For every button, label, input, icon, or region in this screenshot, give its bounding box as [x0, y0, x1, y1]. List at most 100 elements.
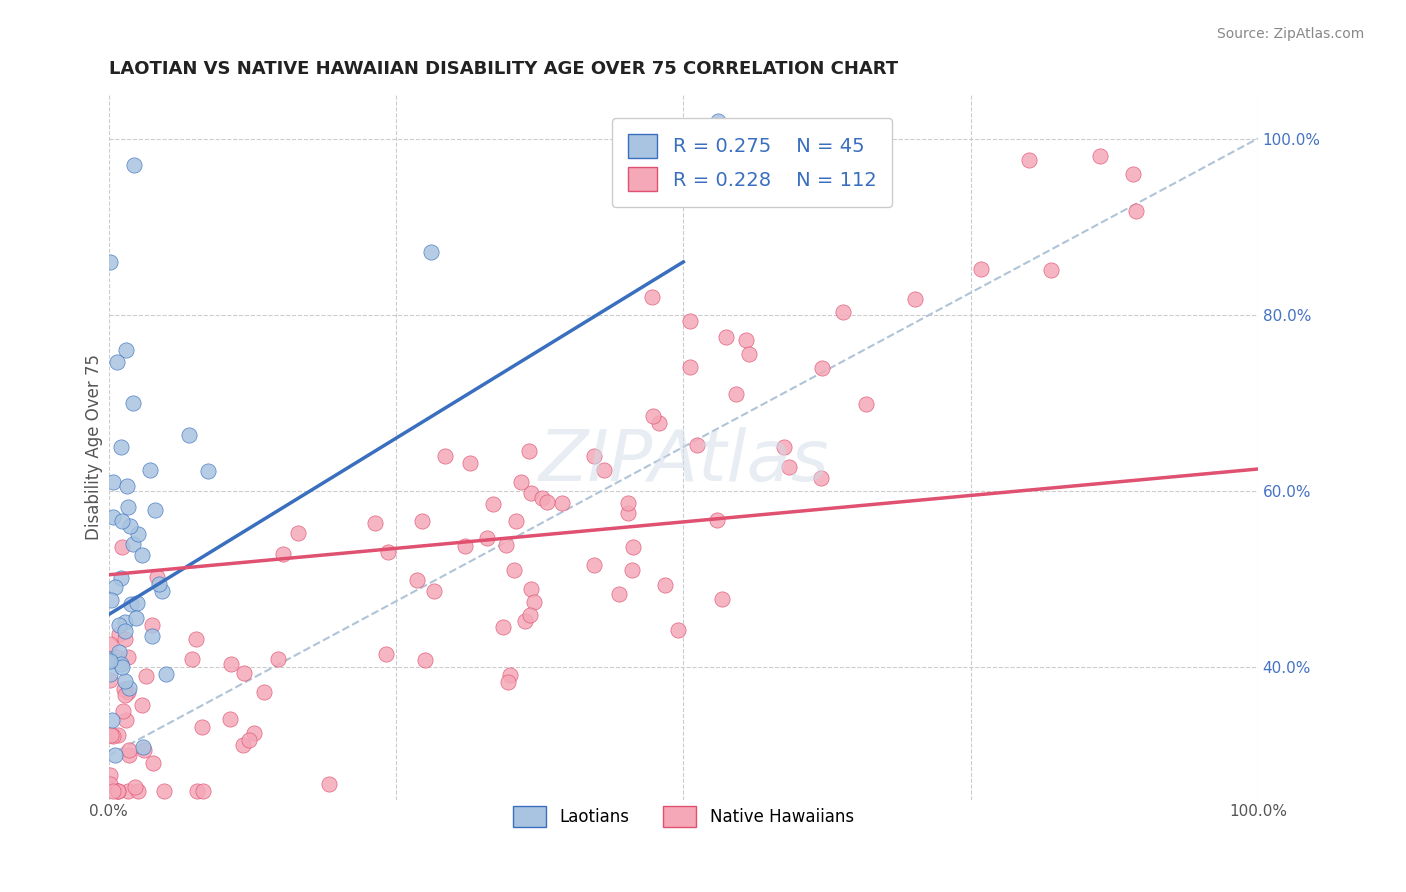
Native Hawaiians	[219, 657, 242, 672]
Native Hawaiians	[190, 720, 212, 734]
Native Hawaiians	[454, 539, 477, 553]
Native Hawaiians	[100, 728, 122, 742]
Native Hawaiians	[593, 463, 616, 477]
Laotians	[124, 158, 146, 172]
Native Hawaiians	[495, 538, 517, 552]
Native Hawaiians	[519, 486, 541, 500]
Laotians	[127, 527, 149, 541]
Native Hawaiians	[184, 632, 207, 646]
Laotians	[101, 713, 124, 727]
Laotians	[110, 659, 132, 673]
Native Hawaiians	[100, 673, 122, 688]
Native Hawaiians	[831, 305, 853, 319]
Native Hawaiians	[238, 733, 260, 747]
Native Hawaiians	[124, 780, 146, 794]
Native Hawaiians	[583, 558, 606, 572]
Laotians	[141, 629, 163, 643]
Native Hawaiians	[117, 685, 139, 699]
Native Hawaiians	[583, 449, 606, 463]
Native Hawaiians	[142, 756, 165, 770]
Native Hawaiians	[114, 632, 136, 646]
Native Hawaiians	[101, 730, 124, 744]
Native Hawaiians	[132, 743, 155, 757]
Native Hawaiians	[735, 334, 758, 348]
Native Hawaiians	[433, 449, 456, 463]
Native Hawaiians	[114, 713, 136, 727]
Native Hawaiians	[523, 595, 546, 609]
Native Hawaiians	[146, 570, 169, 584]
Laotians	[114, 615, 136, 630]
Native Hawaiians	[1122, 167, 1144, 181]
Native Hawaiians	[811, 361, 834, 376]
Native Hawaiians	[135, 669, 157, 683]
Native Hawaiians	[107, 627, 129, 641]
Native Hawaiians	[617, 496, 640, 510]
Y-axis label: Disability Age Over 75: Disability Age Over 75	[86, 354, 103, 540]
Native Hawaiians	[232, 739, 254, 753]
Native Hawaiians	[778, 460, 800, 475]
Native Hawaiians	[98, 636, 121, 650]
Native Hawaiians	[107, 728, 129, 742]
Native Hawaiians	[679, 360, 702, 375]
Native Hawaiians	[287, 525, 309, 540]
Laotians	[110, 571, 132, 585]
Laotians	[100, 592, 122, 607]
Laotians	[197, 464, 219, 478]
Legend: Laotians, Native Hawaiians: Laotians, Native Hawaiians	[506, 800, 860, 833]
Laotians	[111, 514, 134, 528]
Laotians	[148, 576, 170, 591]
Native Hawaiians	[131, 698, 153, 713]
Laotians	[118, 681, 141, 696]
Laotians	[121, 396, 143, 410]
Laotians	[139, 463, 162, 477]
Native Hawaiians	[180, 652, 202, 666]
Native Hawaiians	[232, 666, 254, 681]
Native Hawaiians	[191, 783, 214, 797]
Native Hawaiians	[810, 471, 832, 485]
Native Hawaiians	[127, 783, 149, 797]
Laotians	[150, 583, 173, 598]
Laotians	[115, 478, 138, 492]
Native Hawaiians	[502, 562, 524, 576]
Native Hawaiians	[510, 475, 533, 489]
Native Hawaiians	[482, 497, 505, 511]
Laotians	[103, 475, 125, 490]
Native Hawaiians	[904, 292, 927, 306]
Laotians	[104, 580, 127, 594]
Native Hawaiians	[492, 620, 515, 634]
Native Hawaiians	[243, 726, 266, 740]
Native Hawaiians	[531, 491, 554, 506]
Laotians	[115, 343, 138, 357]
Native Hawaiians	[607, 587, 630, 601]
Native Hawaiians	[970, 262, 993, 277]
Native Hawaiians	[617, 506, 640, 520]
Native Hawaiians	[737, 347, 759, 361]
Native Hawaiians	[111, 540, 134, 554]
Laotians	[98, 652, 121, 666]
Native Hawaiians	[118, 743, 141, 757]
Native Hawaiians	[621, 541, 644, 555]
Native Hawaiians	[706, 513, 728, 527]
Laotians	[101, 510, 124, 524]
Native Hawaiians	[1088, 149, 1111, 163]
Laotians	[117, 500, 139, 514]
Native Hawaiians	[855, 397, 877, 411]
Native Hawaiians	[1018, 153, 1040, 167]
Native Hawaiians	[118, 748, 141, 763]
Laotians	[122, 537, 145, 551]
Native Hawaiians	[458, 457, 481, 471]
Native Hawaiians	[551, 496, 574, 510]
Native Hawaiians	[641, 290, 664, 304]
Native Hawaiians	[107, 783, 129, 797]
Native Hawaiians	[271, 547, 294, 561]
Laotians	[110, 440, 132, 454]
Laotians	[155, 667, 177, 681]
Native Hawaiians	[648, 416, 671, 430]
Native Hawaiians	[724, 387, 747, 401]
Laotians	[100, 654, 122, 668]
Text: ZIPAtlas: ZIPAtlas	[538, 426, 828, 496]
Native Hawaiians	[686, 437, 709, 451]
Native Hawaiians	[103, 783, 125, 797]
Text: LAOTIAN VS NATIVE HAWAIIAN DISABILITY AGE OVER 75 CORRELATION CHART: LAOTIAN VS NATIVE HAWAIIAN DISABILITY AG…	[108, 60, 898, 78]
Native Hawaiians	[517, 444, 540, 458]
